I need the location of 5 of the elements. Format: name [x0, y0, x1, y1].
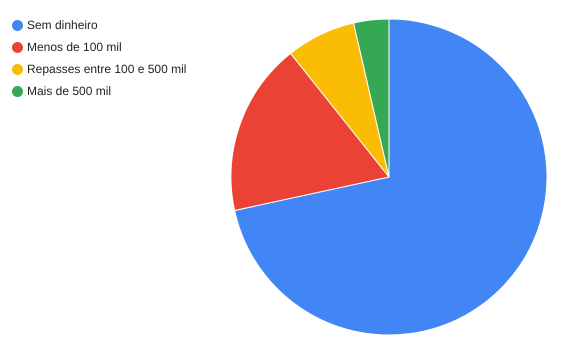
- legend-label: Repasses entre 100 e 500 mil: [27, 62, 186, 76]
- legend-label: Mais de 500 mil: [27, 84, 112, 98]
- legend-label: Menos de 100 mil: [27, 40, 122, 54]
- legend-label: Sem dinheiro: [27, 18, 98, 32]
- pie-slice: [234, 18, 548, 336]
